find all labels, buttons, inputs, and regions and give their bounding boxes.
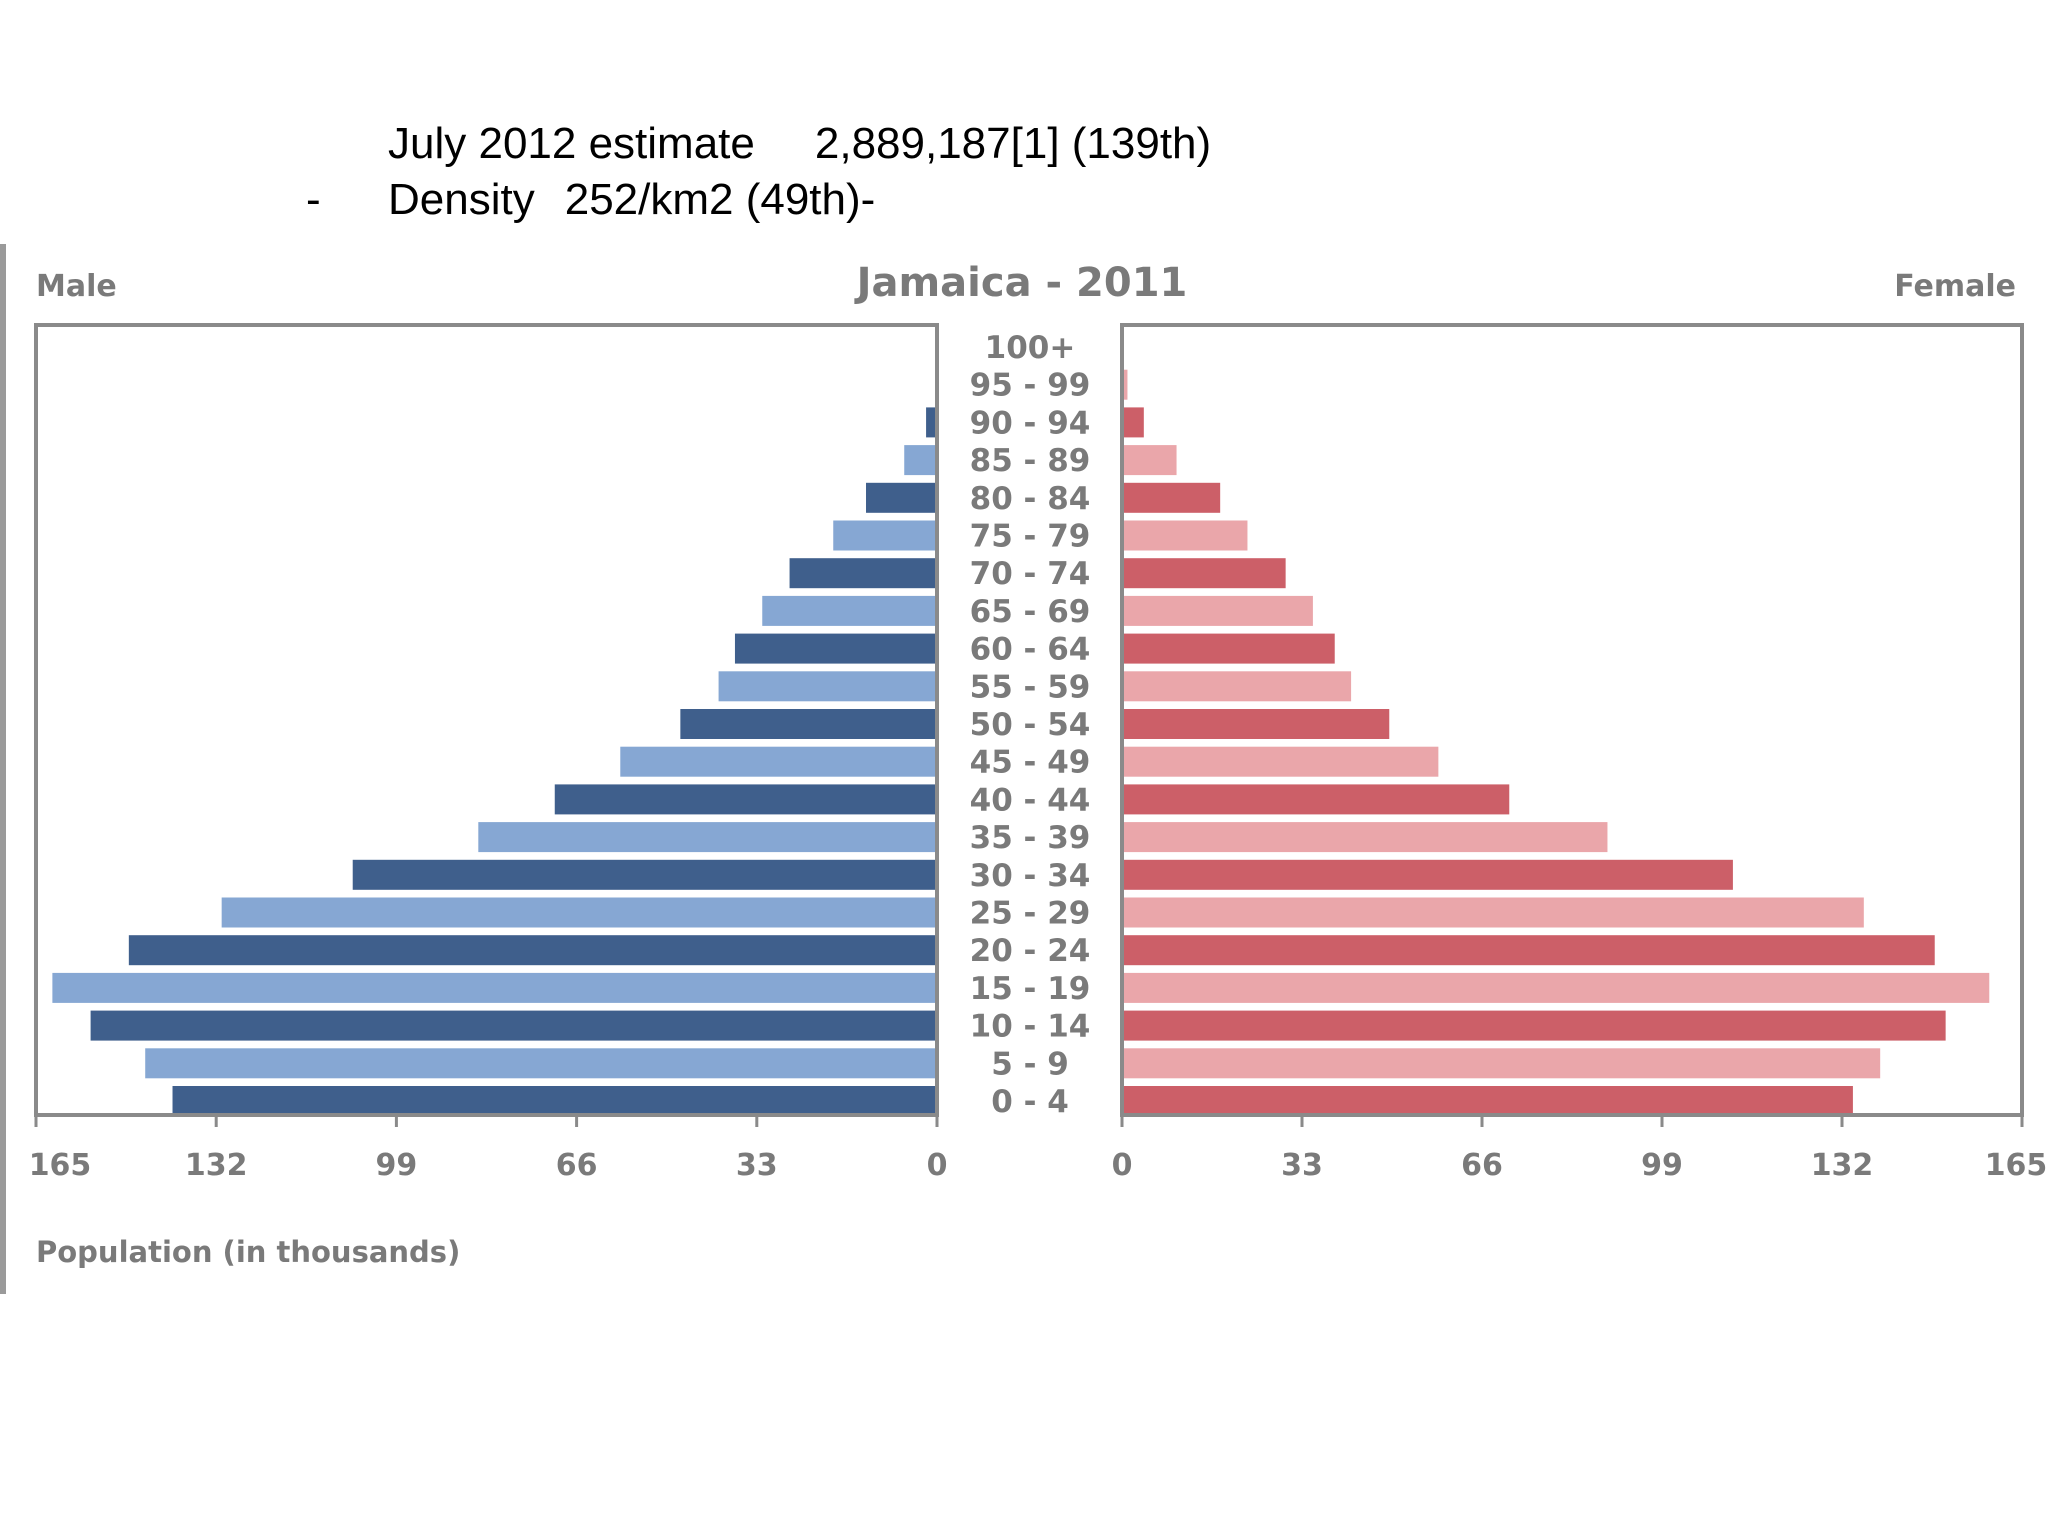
male-bar (172, 1086, 938, 1116)
age-group-label: 30 - 34 (970, 858, 1091, 894)
female-bar (1122, 1048, 1881, 1079)
male-bar (620, 746, 937, 777)
age-group-label: 20 - 24 (970, 933, 1091, 969)
age-group-label: 35 - 39 (970, 820, 1091, 856)
female-tick-label: 33 (1281, 1148, 1323, 1183)
female-bar (1122, 972, 1990, 1003)
female-tick-label: 165 (1985, 1148, 2048, 1183)
female-bar (1122, 369, 1128, 400)
age-group-label: 40 - 44 (970, 782, 1091, 818)
male-tick-label: 66 (556, 1148, 598, 1183)
male-bar (718, 671, 937, 702)
female-bar (1122, 897, 1864, 928)
male-bar (478, 822, 937, 853)
age-group-label: 100+ (985, 330, 1076, 366)
chart-title: Jamaica - 2011 (854, 260, 1188, 306)
age-group-label: 0 - 4 (991, 1084, 1069, 1120)
female-bar (1122, 520, 1248, 551)
male-bar (734, 633, 937, 664)
female-tick-label: 132 (1811, 1148, 1874, 1183)
female-bar (1122, 671, 1352, 702)
left-edge-bar (0, 244, 6, 1294)
female-bar (1122, 595, 1313, 626)
male-bar (833, 520, 937, 551)
female-bar (1122, 859, 1733, 890)
x-axis-label: Population (in thousands) (36, 1235, 460, 1269)
age-group-label: 65 - 69 (970, 594, 1091, 630)
age-group-label: 25 - 29 (970, 896, 1091, 932)
female-bar (1122, 822, 1608, 853)
estimate-label: July 2012 estimate (388, 119, 755, 168)
female-bar (1122, 633, 1335, 664)
age-group-label: 60 - 64 (970, 632, 1091, 668)
male-bar (221, 897, 938, 928)
female-bar (1122, 407, 1144, 438)
age-group-label: 80 - 84 (970, 481, 1091, 517)
female-tick-label: 66 (1461, 1148, 1503, 1183)
age-group-label: 70 - 74 (970, 556, 1091, 592)
age-group-label: 10 - 14 (970, 1009, 1091, 1045)
female-bar (1122, 1086, 1853, 1116)
density-value: 252/km2 (49th)- (564, 175, 876, 224)
male-bar (52, 972, 937, 1003)
male-bar (866, 482, 937, 513)
male-bar (926, 407, 937, 438)
male-bar (904, 445, 937, 476)
female-bar (1122, 1010, 1946, 1041)
age-group-label: 85 - 89 (970, 443, 1091, 479)
male-tick-label: 33 (736, 1148, 778, 1183)
age-group-label: 95 - 99 (970, 368, 1091, 404)
right-series-label: Female (1894, 269, 2016, 304)
female-bar (1122, 445, 1177, 476)
female-tick-label: 0 (1112, 1148, 1133, 1183)
male-bar (680, 709, 937, 739)
age-group-label: 75 - 79 (970, 519, 1091, 555)
density-label: Density (388, 175, 535, 224)
female-bar (1122, 558, 1286, 589)
male-bar (554, 784, 937, 815)
age-group-label: 55 - 59 (970, 669, 1091, 705)
age-group-label: 45 - 49 (970, 745, 1091, 781)
estimate-value: 2,889,187[1] (139th) (814, 119, 1212, 168)
female-bar (1122, 935, 1935, 966)
male-tick-label: 0 (927, 1148, 948, 1183)
age-group-label: 5 - 9 (991, 1046, 1069, 1082)
female-bar (1122, 784, 1510, 815)
female-bar (1122, 746, 1439, 777)
age-group-label: 50 - 54 (970, 707, 1091, 743)
bullet-dash: - (306, 175, 321, 224)
age-group-label: 15 - 19 (970, 971, 1091, 1007)
estimate-line: July 2012 estimate 2,889,187[1] (139th) (388, 122, 1211, 166)
female-bar (1122, 482, 1221, 513)
male-bar (145, 1048, 937, 1079)
age-group-label: 90 - 94 (970, 405, 1091, 441)
male-tick-label: 99 (376, 1148, 418, 1183)
male-bar (789, 558, 937, 589)
male-bar (352, 859, 937, 890)
male-bar (128, 935, 937, 966)
left-series-label: Male (36, 269, 117, 304)
female-tick-label: 99 (1641, 1148, 1683, 1183)
male-bar (90, 1010, 937, 1041)
female-bar (1122, 709, 1390, 739)
male-bar (762, 595, 937, 626)
density-line: Density 252/km2 (49th)- (388, 178, 875, 222)
male-tick-label: 165 (29, 1148, 92, 1183)
male-tick-label: 132 (185, 1148, 248, 1183)
